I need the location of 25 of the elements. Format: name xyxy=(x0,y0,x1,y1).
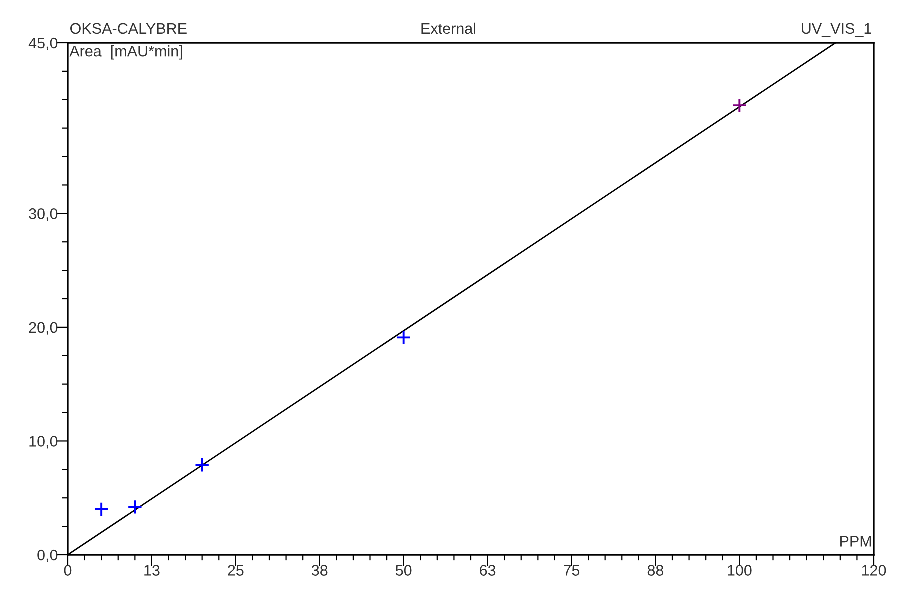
y-tick-label: 10,0 xyxy=(30,436,58,449)
point xyxy=(732,98,748,114)
x-tick-label: 0 xyxy=(64,565,72,576)
x-tick-label: 38 xyxy=(312,565,328,576)
x-tick-label: 50 xyxy=(396,565,412,576)
x-axis-title: PPM xyxy=(840,536,872,547)
point xyxy=(396,330,412,346)
point xyxy=(94,502,110,518)
y-tick-label: 20,0 xyxy=(29,322,58,335)
y-tick-label: 0,0 xyxy=(38,550,58,562)
x-tick-label: 120 xyxy=(862,565,886,576)
x-tick-label: 75 xyxy=(564,565,580,576)
y-tick-label: 30,0 xyxy=(29,208,58,222)
y-tick-label: 45,0 xyxy=(28,38,58,50)
text: UV_VIS_1 xyxy=(802,23,872,37)
x-tick-label: 100 xyxy=(728,565,752,576)
chart-subtitle: OKSA-CALYBRE xyxy=(70,23,187,34)
y-axis-title: Area [mAU*min] xyxy=(70,46,182,60)
x-tick-label: 25 xyxy=(228,565,244,576)
chart-title: External xyxy=(422,22,476,34)
x-tick-label: 63 xyxy=(480,565,496,576)
x-tick-label: 88 xyxy=(648,565,664,576)
point xyxy=(128,500,143,515)
point xyxy=(194,458,210,473)
x-tick-label: 13 xyxy=(144,565,160,576)
